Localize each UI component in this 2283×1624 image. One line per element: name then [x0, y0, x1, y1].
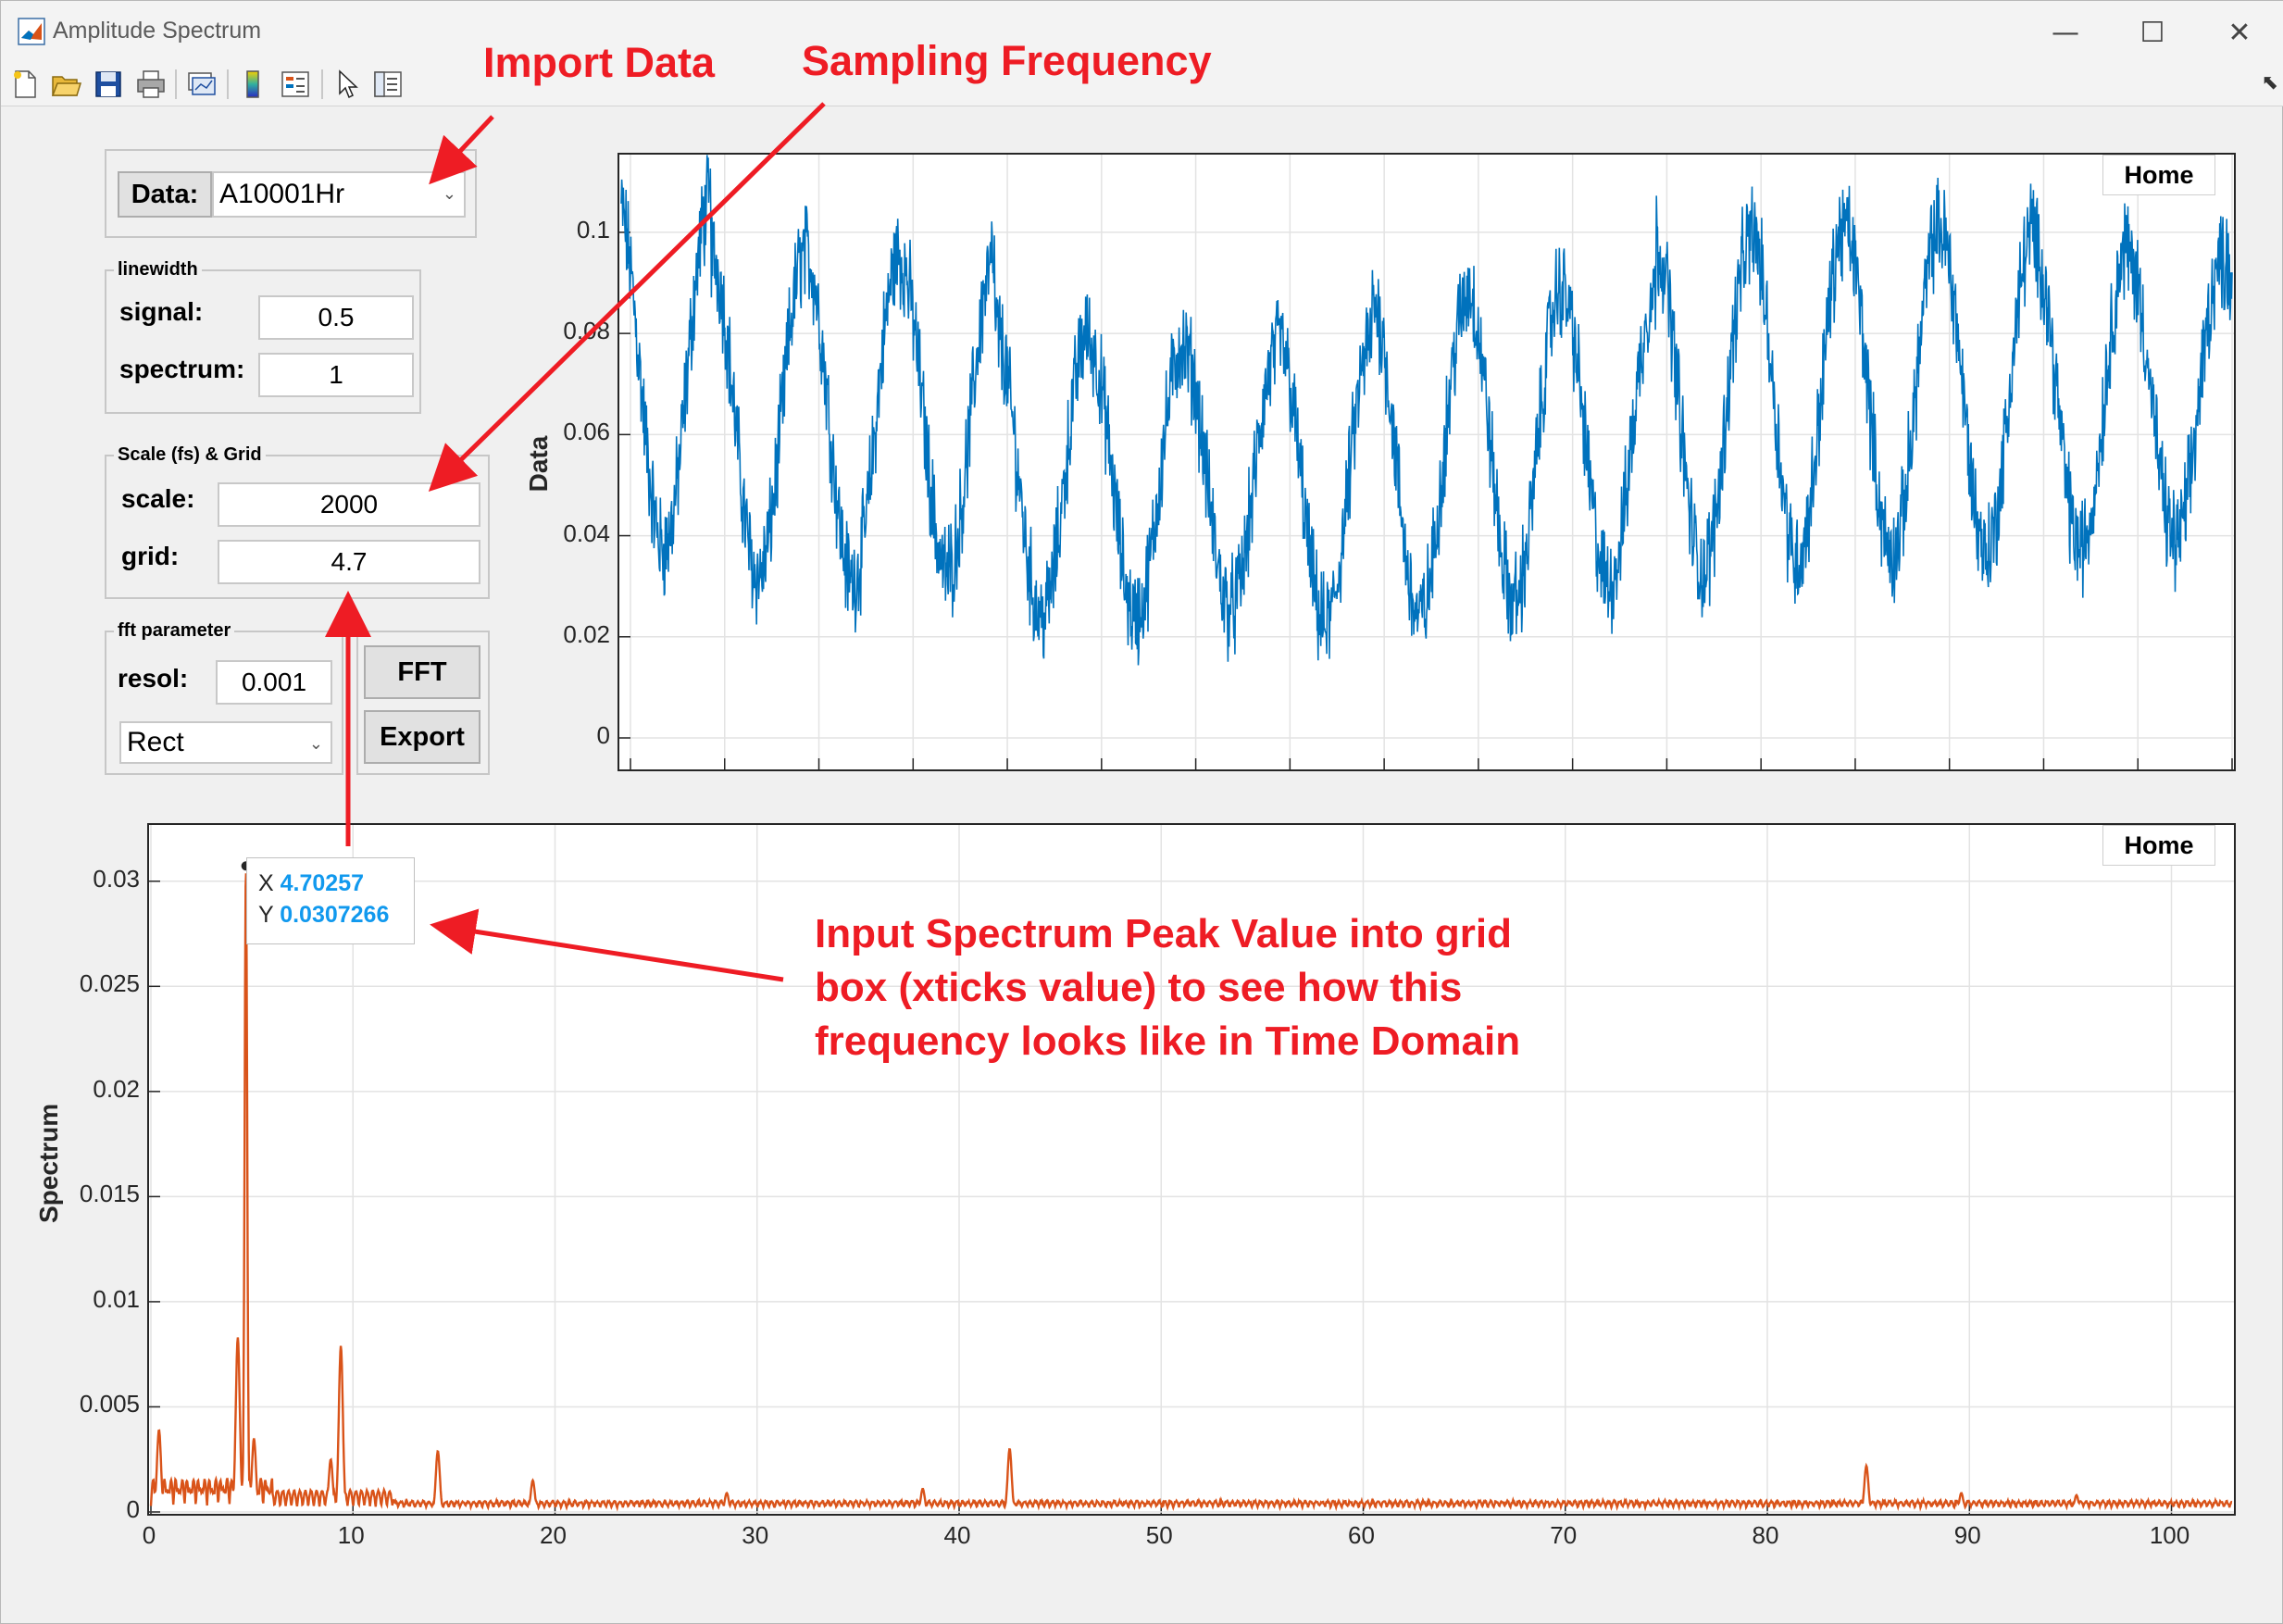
spectrum-ytick-label: 0.02 — [93, 1074, 140, 1103]
chevron-down-icon: ⌄ — [442, 184, 456, 204]
spectrum-ytick-label: 0.03 — [93, 864, 140, 893]
signal-linewidth-field[interactable]: 0.5 — [258, 295, 414, 340]
signal-axes[interactable]: Home — [618, 153, 2236, 771]
spectrum-xtick-label: 60 — [1348, 1521, 1375, 1549]
peak-instruction-annotation: Input Spectrum Peak Value into grid box … — [815, 907, 1520, 1068]
spectrum-label: spectrum: — [119, 355, 245, 383]
fft-panel-title: fft parameter — [114, 620, 235, 642]
maximize-button[interactable]: ☐ — [2140, 16, 2165, 49]
fft-button[interactable]: FFT — [364, 645, 480, 699]
spectrum-linewidth-field[interactable]: 1 — [258, 353, 414, 397]
close-button[interactable]: ✕ — [2227, 16, 2252, 49]
resol-field[interactable]: 0.001 — [216, 660, 332, 705]
minimize-button[interactable]: — — [2052, 16, 2079, 49]
grid-field[interactable]: 4.7 — [218, 540, 480, 584]
spectrum-xtick-label: 40 — [943, 1521, 971, 1549]
spectrum-ylabel: Spectrum — [34, 1103, 63, 1223]
grid-label: grid: — [121, 542, 180, 570]
home-button[interactable]: Home — [2102, 825, 2215, 866]
spectrum-plot — [149, 825, 2234, 1514]
spectrum-ytick-label: 0.015 — [79, 1180, 140, 1208]
data-button[interactable]: Data: — [118, 171, 212, 218]
signal-ytick-label: 0.08 — [563, 317, 610, 345]
spectrum-xtick-label: 0 — [142, 1521, 156, 1549]
datatip-y-value: 0.0307266 — [280, 902, 390, 928]
spectrum-xtick-label: 80 — [1752, 1521, 1779, 1549]
datatip-y-row: Y 0.0307266 — [258, 899, 403, 931]
toolbar-separator — [227, 69, 229, 99]
window-type-value: Rect — [127, 727, 184, 757]
spectrum-line — [149, 873, 2233, 1512]
sampling-frequency-annotation: Sampling Frequency — [802, 37, 1212, 84]
linewidth-panel: linewidth signal: 0.5 spectrum: 1 — [105, 259, 421, 414]
signal-label: signal: — [119, 297, 204, 326]
scale-grid-panel: Scale (fs) & Grid scale: 2000 grid: 4.7 — [105, 444, 490, 599]
toolbar-separator — [175, 69, 177, 99]
figure-toolbar: ⬉ — [1, 62, 2283, 106]
window-type-dropdown[interactable]: Rect ⌄ — [119, 721, 332, 764]
open-file-icon[interactable] — [49, 68, 82, 101]
title-bar: Amplitude Spectrum — ☐ ✕ — [1, 1, 2283, 62]
signal-ytick-label: 0.04 — [563, 518, 610, 547]
toolbar-separator — [321, 69, 323, 99]
peak-instruction-line: box (xticks value) to see how this — [815, 965, 1463, 1010]
new-figure-icon[interactable] — [8, 68, 42, 101]
datatip-y-label: Y — [258, 902, 274, 928]
legend-icon[interactable] — [279, 68, 312, 101]
datatip[interactable]: X 4.70257 Y 0.0307266 — [246, 857, 415, 944]
datatip-x-value: 4.70257 — [280, 870, 365, 896]
dock-arrow-icon[interactable]: ⬉ — [2261, 71, 2278, 94]
pointer-icon[interactable] — [331, 68, 364, 101]
scale-grid-panel-title: Scale (fs) & Grid — [114, 444, 266, 466]
chevron-down-icon: ⌄ — [308, 734, 323, 754]
matlab-logo-icon — [18, 18, 45, 45]
resol-label: resol: — [118, 664, 189, 693]
data-dropdown-value: A10001Hr — [219, 179, 345, 209]
print-icon[interactable] — [134, 68, 168, 101]
peak-instruction-line: frequency looks like in Time Domain — [815, 1018, 1521, 1064]
spectrum-xtick-label: 50 — [1145, 1521, 1173, 1549]
fft-parameter-panel: fft parameter resol: 0.001 Rect ⌄ — [105, 620, 343, 775]
colorbar-icon[interactable] — [236, 68, 269, 101]
signal-line — [620, 155, 2233, 666]
datatip-x-row: X 4.70257 — [258, 868, 403, 899]
spectrum-xtick-label: 70 — [1550, 1521, 1578, 1549]
signal-plot — [619, 155, 2234, 769]
link-plot-icon[interactable] — [184, 68, 218, 101]
data-dropdown[interactable]: A10001Hr ⌄ — [212, 171, 466, 218]
linewidth-panel-title: linewidth — [114, 259, 202, 281]
signal-ytick-label: 0 — [596, 721, 610, 749]
datatip-x-label: X — [258, 870, 274, 896]
signal-ytick-label: 0.02 — [563, 619, 610, 648]
window-title: Amplitude Spectrum — [53, 18, 262, 44]
data-panel: Data: A10001Hr ⌄ — [105, 149, 477, 238]
spectrum-xtick-label: 90 — [1953, 1521, 1981, 1549]
spectrum-xtick-label: 20 — [540, 1521, 567, 1549]
spectrum-axes[interactable]: Home — [147, 823, 2236, 1516]
scale-label: scale: — [121, 484, 195, 513]
signal-ylabel: Data — [524, 435, 553, 493]
property-inspector-icon[interactable] — [371, 68, 405, 101]
import-data-annotation: Import Data — [483, 39, 716, 86]
spectrum-xtick-label: 10 — [337, 1521, 365, 1549]
export-button[interactable]: Export — [364, 710, 480, 764]
fft-buttons-panel: FFT Export — [356, 631, 490, 775]
spectrum-ytick-label: 0.025 — [79, 969, 140, 998]
spectrum-ytick-label: 0 — [126, 1495, 140, 1523]
signal-ytick-label: 0.1 — [576, 215, 610, 244]
spectrum-xtick-label: 100 — [2149, 1521, 2190, 1549]
save-icon[interactable] — [92, 68, 125, 101]
spectrum-ytick-label: 0.005 — [79, 1390, 140, 1418]
spectrum-ytick-label: 0.01 — [93, 1284, 140, 1313]
spectrum-xtick-label: 30 — [742, 1521, 769, 1549]
home-button[interactable]: Home — [2102, 155, 2215, 195]
peak-instruction-line: Input Spectrum Peak Value into grid — [815, 911, 1513, 956]
scale-field[interactable]: 2000 — [218, 482, 480, 527]
